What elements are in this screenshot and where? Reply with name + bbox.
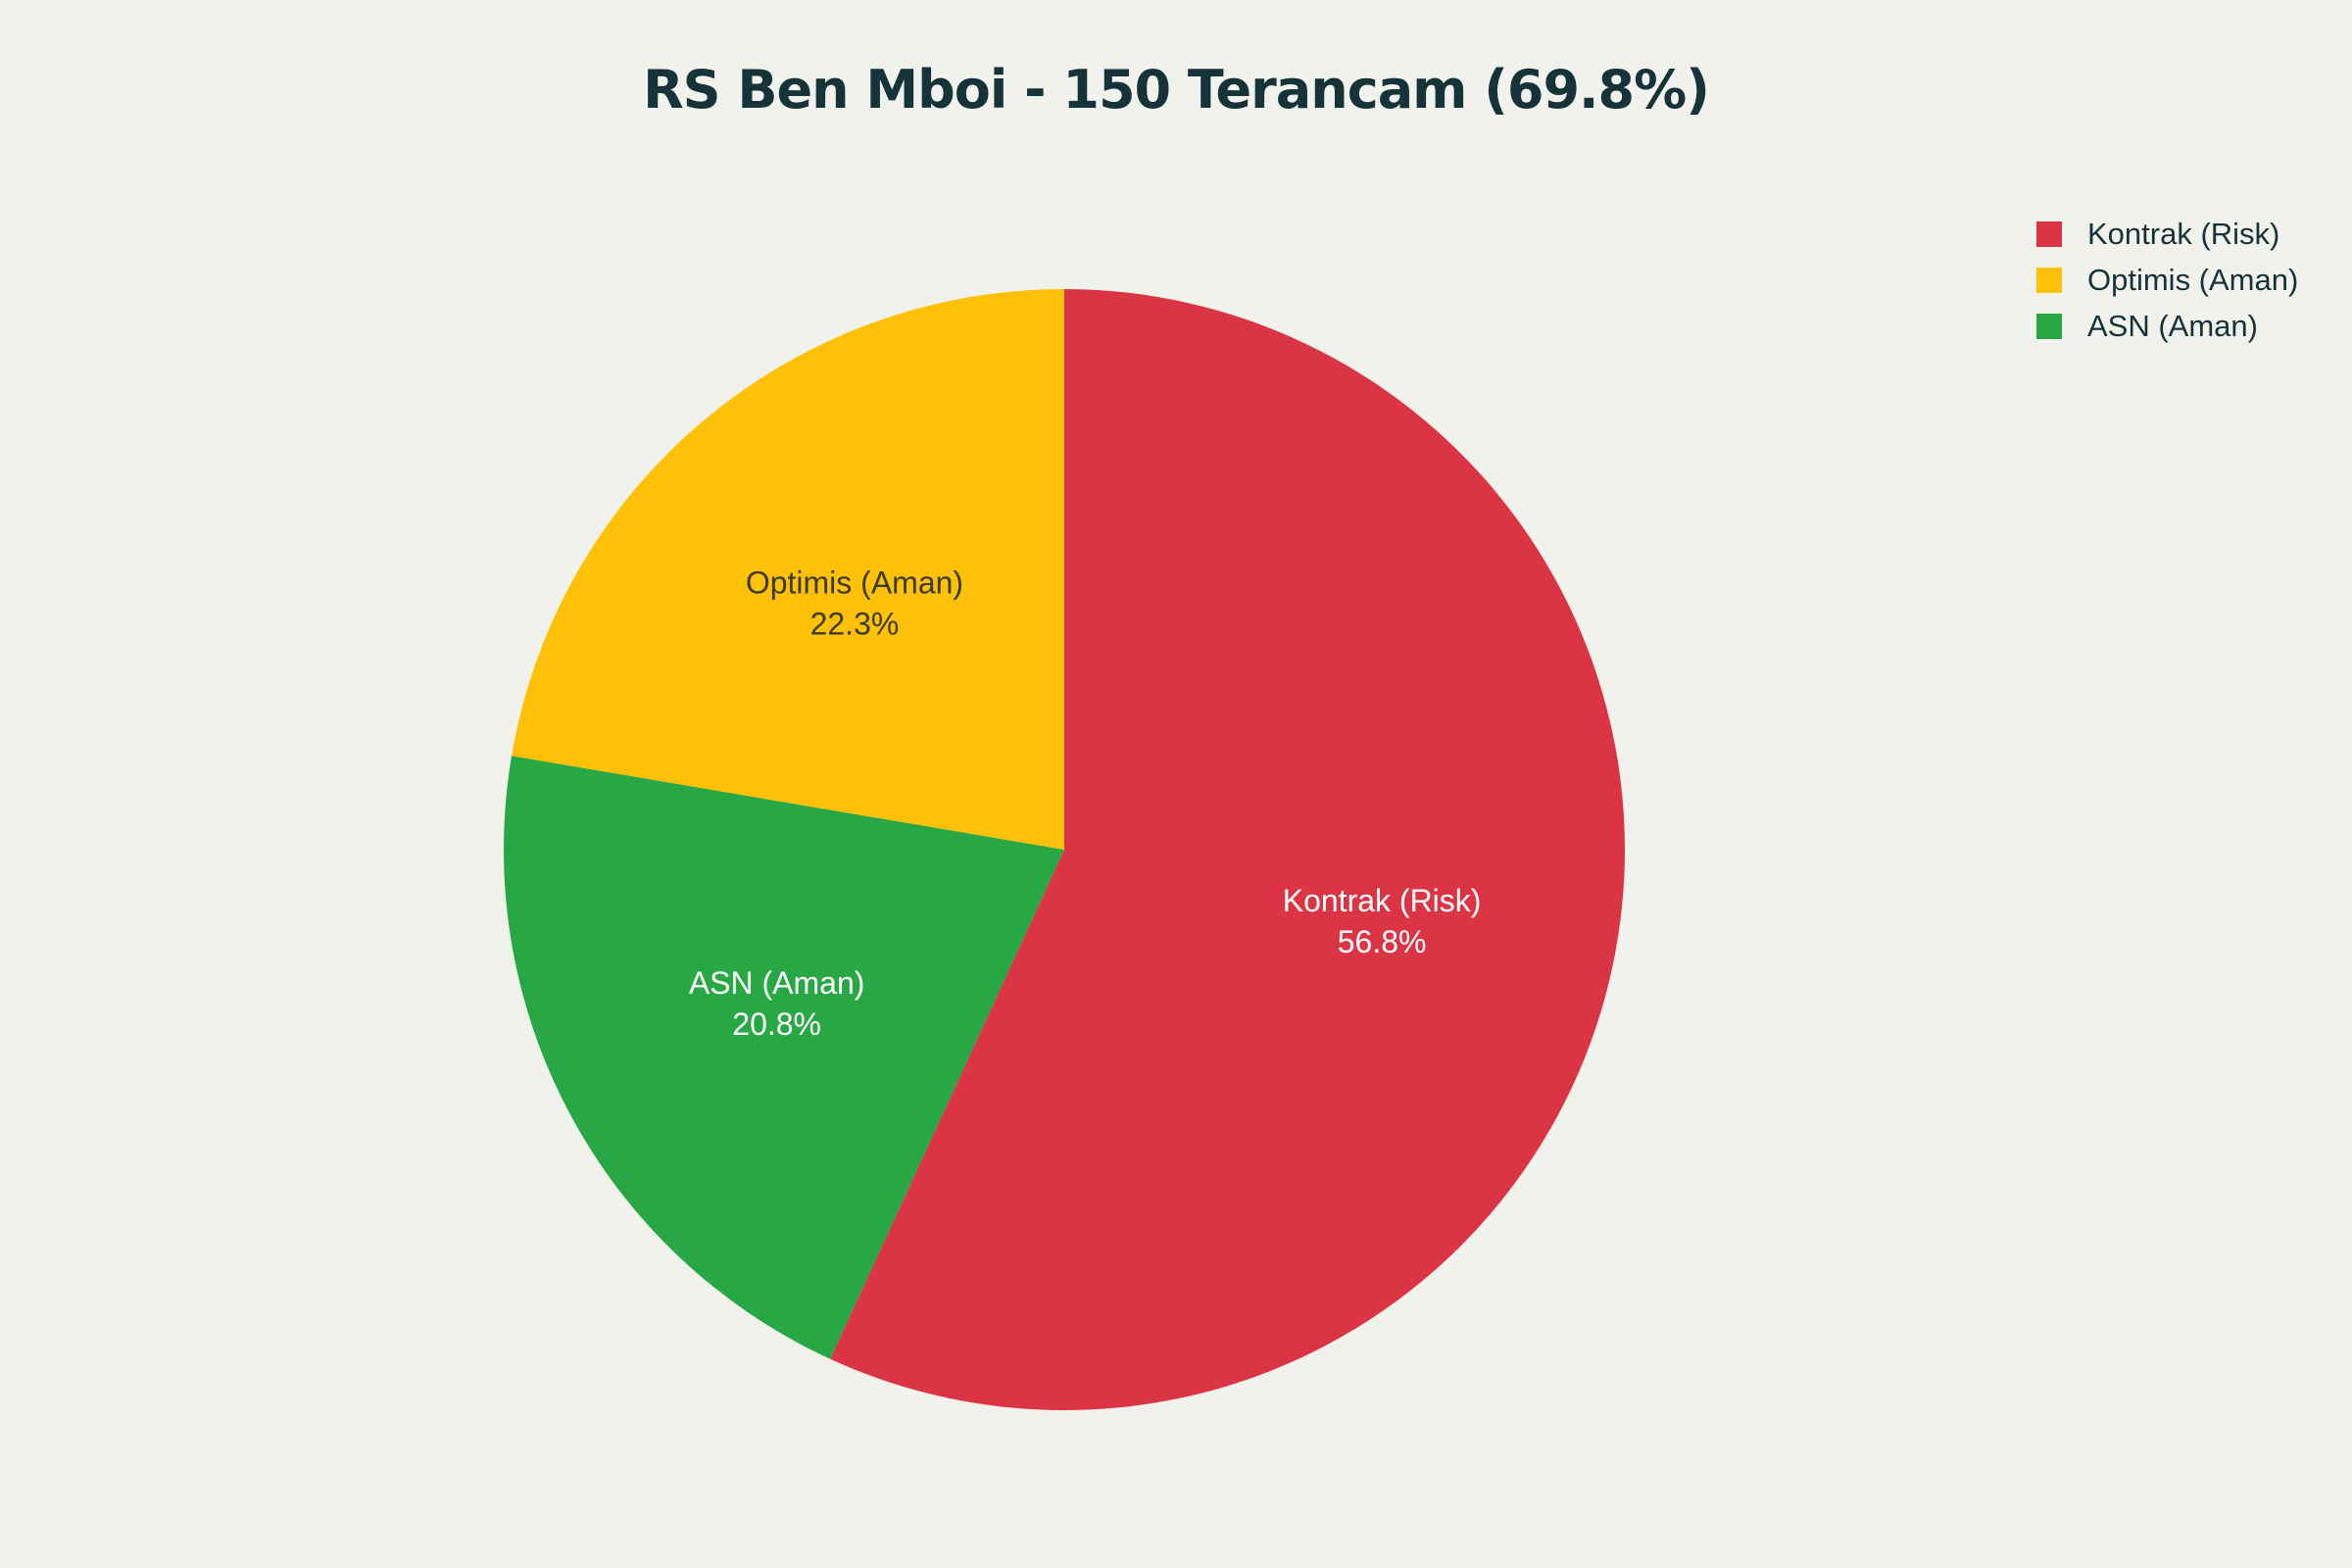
legend-item-optimis[interactable]: Optimis (Aman) [2036,257,2298,303]
pie-slices [504,289,1625,1410]
slice-label: Optimis (Aman) [746,565,963,601]
legend-item-asn[interactable]: ASN (Aman) [2036,303,2298,349]
legend-swatch [2036,313,2062,339]
legend-label: Optimis (Aman) [2087,262,2299,297]
legend-label: ASN (Aman) [2087,308,2258,343]
pie-slice-kontrak-risk[interactable] [830,289,1625,1410]
chart-title: RS Ben Mboi - 150 Terancam (69.8%) [643,59,1710,121]
pie-slice-optimis-aman[interactable] [512,289,1064,850]
legend-label: Kontrak (Risk) [2087,216,2280,251]
legend-item-kontrak[interactable]: Kontrak (Risk) [2036,211,2298,257]
slice-label: Kontrak (Risk) [1283,883,1482,918]
legend: Kontrak (Risk) Optimis (Aman) ASN (Aman) [2036,211,2298,349]
pie-slice-asn-aman[interactable] [504,756,1064,1359]
legend-swatch [2036,220,2062,247]
slice-percent-label: 22.3% [810,607,900,642]
pie-slice-labels: Kontrak (Risk) 56.8% ASN (Aman) 20.8% Optimi… [689,565,1482,1042]
slice-label: ASN (Aman) [689,965,865,1001]
legend-swatch [2036,267,2062,293]
slice-percent-label: 20.8% [732,1006,821,1042]
slice-percent-label: 56.8% [1338,924,1427,959]
